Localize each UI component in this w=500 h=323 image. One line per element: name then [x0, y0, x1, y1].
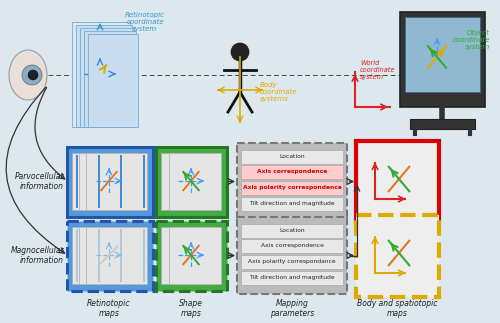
FancyBboxPatch shape — [66, 221, 152, 290]
FancyBboxPatch shape — [237, 217, 347, 294]
FancyBboxPatch shape — [241, 181, 343, 195]
FancyBboxPatch shape — [76, 25, 132, 127]
Text: Shape
maps: Shape maps — [179, 299, 203, 318]
FancyBboxPatch shape — [72, 153, 147, 210]
Text: Tilt direction and magnitude: Tilt direction and magnitude — [249, 276, 335, 280]
FancyBboxPatch shape — [400, 12, 485, 107]
FancyBboxPatch shape — [241, 271, 343, 285]
Text: World
coordinate
system: World coordinate system — [360, 60, 396, 80]
FancyBboxPatch shape — [356, 214, 438, 297]
FancyBboxPatch shape — [237, 143, 347, 220]
FancyBboxPatch shape — [80, 28, 134, 127]
Text: Parvocellular
information: Parvocellular information — [14, 172, 64, 191]
FancyBboxPatch shape — [86, 227, 147, 284]
Ellipse shape — [9, 50, 47, 100]
Circle shape — [22, 65, 42, 85]
Text: Axis correspondence: Axis correspondence — [260, 244, 324, 248]
FancyBboxPatch shape — [356, 141, 438, 223]
Text: Retinotopic
maps: Retinotopic maps — [88, 299, 131, 318]
Text: Retinotopic
coordinate
system: Retinotopic coordinate system — [125, 12, 165, 32]
FancyBboxPatch shape — [241, 165, 343, 179]
FancyBboxPatch shape — [405, 17, 480, 92]
FancyBboxPatch shape — [241, 255, 343, 269]
FancyBboxPatch shape — [410, 119, 475, 129]
FancyBboxPatch shape — [156, 147, 226, 216]
FancyBboxPatch shape — [161, 153, 221, 210]
Text: Axis polarity correspondance: Axis polarity correspondance — [248, 259, 336, 265]
FancyBboxPatch shape — [79, 153, 147, 210]
FancyBboxPatch shape — [161, 227, 221, 284]
Text: Tilt direction and magnitude: Tilt direction and magnitude — [249, 202, 335, 206]
FancyBboxPatch shape — [86, 153, 147, 210]
Text: Location: Location — [279, 154, 305, 160]
Text: Axis correspondence: Axis correspondence — [257, 170, 327, 174]
FancyBboxPatch shape — [72, 22, 130, 127]
FancyBboxPatch shape — [66, 147, 152, 216]
Text: Body and spatiotopic
maps: Body and spatiotopic maps — [357, 299, 437, 318]
Text: Axis polarity correspondence: Axis polarity correspondence — [242, 185, 342, 191]
FancyBboxPatch shape — [169, 153, 221, 210]
Text: Magnocellular
information: Magnocellular information — [10, 246, 64, 265]
Text: Location: Location — [279, 228, 305, 234]
FancyBboxPatch shape — [79, 227, 147, 284]
FancyBboxPatch shape — [241, 150, 343, 164]
FancyBboxPatch shape — [169, 227, 221, 284]
Circle shape — [28, 70, 38, 80]
FancyBboxPatch shape — [241, 239, 343, 253]
FancyBboxPatch shape — [88, 34, 138, 127]
FancyBboxPatch shape — [241, 224, 343, 238]
FancyBboxPatch shape — [156, 221, 226, 290]
FancyBboxPatch shape — [72, 227, 147, 284]
Text: Mapping
parameters: Mapping parameters — [270, 299, 314, 318]
FancyBboxPatch shape — [84, 31, 136, 127]
Circle shape — [231, 43, 249, 61]
Text: Object
coordinate
system: Object coordinate system — [452, 30, 490, 50]
Text: Body
coordinate
systems: Body coordinate systems — [260, 82, 298, 102]
FancyBboxPatch shape — [241, 197, 343, 211]
